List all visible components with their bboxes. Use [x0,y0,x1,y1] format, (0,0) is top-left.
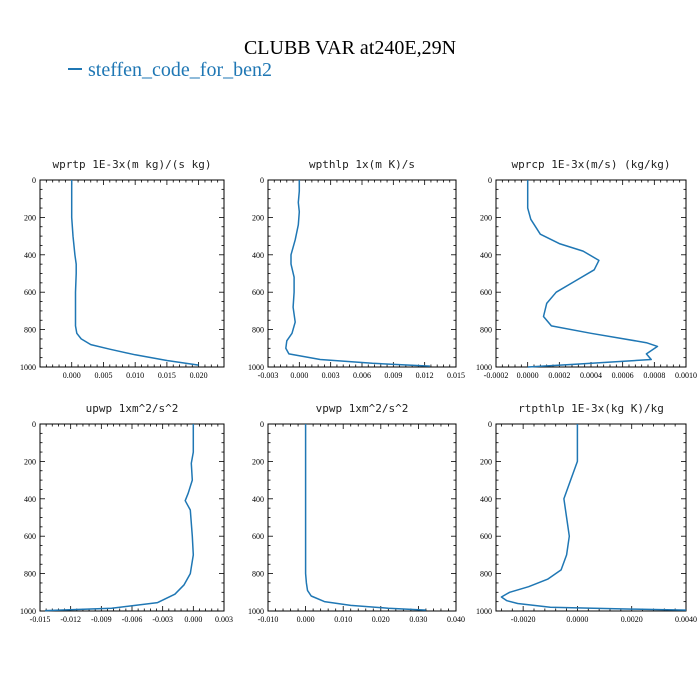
series-line [45,424,195,612]
x-tick-label: -0.003 [152,615,173,624]
y-tick-label: 1000 [476,607,492,616]
y-tick-label: 800 [480,326,492,335]
x-tick-label: 0.020 [372,615,390,624]
y-tick-label: 1000 [248,363,264,372]
x-tick-label: 0.020 [190,371,208,380]
x-tick-label: 0.030 [409,615,427,624]
y-tick-label: 200 [252,213,264,222]
y-tick-label: 400 [252,251,264,260]
x-tick-label: 0.015 [158,371,176,380]
x-tick-label: 0.0020 [621,615,643,624]
y-tick-label: 200 [24,457,36,466]
y-tick-label: 200 [480,213,492,222]
y-tick-label: 400 [480,495,492,504]
x-tick-label: 0.0010 [675,371,697,380]
plot-frame [267,423,457,612]
series-line [304,424,426,611]
panel-title: vpwp 1xm^2/s^2 [316,402,409,415]
figure-title: CLUBB VAR at240E,29N [243,37,457,59]
y-tick-label: 200 [24,213,36,222]
y-tick-label: 200 [252,457,264,466]
y-tick-label: 600 [480,288,492,297]
x-tick-label: 0.040 [447,615,465,624]
y-tick-label: 0 [32,420,36,429]
y-tick-label: 600 [252,288,264,297]
series-line [526,180,659,368]
series-line [70,180,199,366]
x-tick-label: -0.0002 [484,371,509,380]
y-tick-label: 1000 [248,607,264,616]
x-tick-label: 0.0006 [612,371,634,380]
x-tick-label: 0.0004 [580,371,602,380]
series-line [500,424,687,611]
plot-frame [495,423,687,612]
x-tick-label: 0.006 [353,371,371,380]
x-tick-label: 0.005 [94,371,112,380]
plot-frame [267,179,457,368]
x-tick-label: -0.003 [258,371,279,380]
y-tick-label: 600 [252,532,264,541]
y-tick-label: 600 [24,288,36,297]
y-tick-label: 600 [480,532,492,541]
x-tick-label: -0.010 [258,615,279,624]
y-tick-label: 0 [32,176,36,185]
x-tick-label: 0.0008 [643,371,665,380]
x-tick-label: 0.000 [290,371,308,380]
panel-title: wprcp 1E-3x(m/s) (kg/kg) [512,158,671,171]
y-tick-label: 800 [252,326,264,335]
y-tick-label: 1000 [476,363,492,372]
plot-frame [495,179,687,368]
x-tick-label: 0.0000 [566,615,588,624]
x-tick-label: 0.0000 [517,371,539,380]
y-tick-label: 1000 [20,363,36,372]
y-tick-label: 400 [480,251,492,260]
plot-frame [39,423,225,612]
plot-frame [39,179,225,368]
x-tick-label: 0.000 [297,615,315,624]
y-tick-label: 800 [252,570,264,579]
x-tick-label: 0.0040 [675,615,697,624]
y-tick-label: 600 [24,532,36,541]
x-tick-label: 0.000 [63,371,81,380]
x-tick-label: 0.015 [447,371,465,380]
y-tick-label: 0 [260,420,264,429]
x-tick-label: -0.015 [30,615,51,624]
x-tick-label: 0.010 [334,615,352,624]
x-tick-label: 0.0002 [548,371,570,380]
panel-title: upwp 1xm^2/s^2 [86,402,179,415]
x-tick-label: 0.012 [416,371,434,380]
y-tick-label: 800 [480,570,492,579]
x-tick-label: 0.003 [215,615,233,624]
panel-title: wprtp 1E-3x(m kg)/(s kg) [53,158,212,171]
x-tick-label: 0.003 [322,371,340,380]
y-tick-label: 0 [488,420,492,429]
panel-title: rtpthlp 1E-3x(kg K)/kg [518,402,664,415]
y-tick-label: 0 [488,176,492,185]
legend-label: steffen_code_for_ben2 [88,59,273,81]
x-tick-label: 0.009 [384,371,402,380]
x-tick-label: -0.006 [122,615,143,624]
series-line [285,180,430,367]
panel-title: wpthlp 1x(m K)/s [309,158,415,171]
x-tick-label: -0.009 [91,615,112,624]
y-tick-label: 200 [480,457,492,466]
x-tick-label: -0.0020 [511,615,536,624]
legend-line-swatch [68,68,82,71]
y-tick-label: 400 [24,495,36,504]
y-tick-label: 800 [24,326,36,335]
x-tick-label: -0.012 [60,615,81,624]
y-tick-label: 400 [252,495,264,504]
y-tick-label: 800 [24,570,36,579]
x-tick-label: 0.010 [126,371,144,380]
legend-entry: steffen_code_for_ben2 [68,59,272,82]
y-tick-label: 0 [260,176,264,185]
x-tick-label: 0.000 [184,615,202,624]
y-tick-label: 1000 [20,607,36,616]
y-tick-label: 400 [24,251,36,260]
